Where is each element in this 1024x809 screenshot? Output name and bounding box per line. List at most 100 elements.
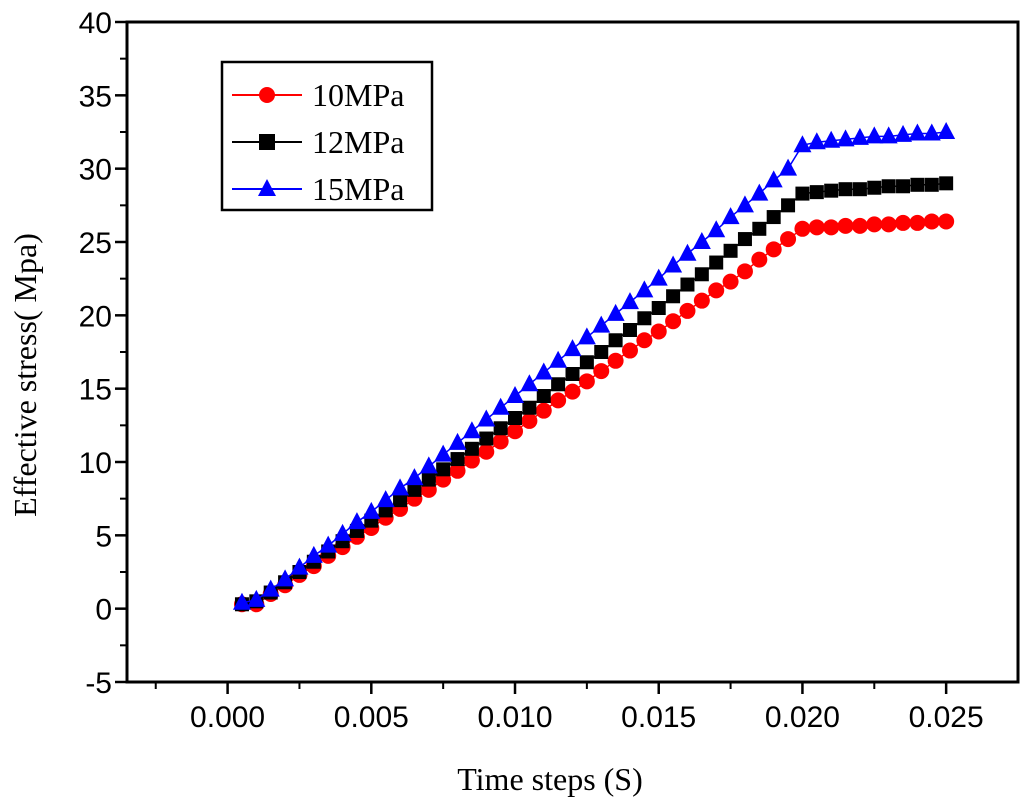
data-point-circle	[736, 263, 753, 280]
data-point-square	[579, 355, 594, 370]
y-axis-title: Effective stress( Mpa)	[7, 233, 43, 517]
legend-triangle-marker-icon	[258, 179, 276, 196]
data-point-square	[622, 323, 637, 337]
y-tick-label: 25	[79, 227, 112, 260]
data-point-circle	[780, 231, 797, 248]
y-tick-label: 10	[79, 447, 112, 480]
data-point-triangle	[779, 158, 798, 176]
y-tick-label: -5	[85, 667, 112, 700]
data-point-square	[522, 400, 537, 415]
series-12mpa	[234, 176, 954, 612]
data-point-circle	[593, 363, 610, 380]
data-point-triangle	[822, 130, 841, 148]
data-point-triangle	[276, 569, 295, 587]
data-point-square	[867, 180, 882, 195]
data-point-circle	[823, 219, 840, 236]
data-point-circle	[851, 217, 868, 234]
x-axis-title: Time steps (S)	[457, 761, 643, 797]
data-point-circle	[880, 216, 897, 233]
data-point-circle	[808, 219, 825, 236]
data-point-triangle	[865, 126, 884, 144]
legend-circle-marker-icon	[259, 87, 275, 103]
data-point-square	[421, 472, 436, 487]
data-point-circle	[895, 214, 912, 231]
data-point-square	[680, 277, 695, 292]
data-point-triangle	[362, 501, 381, 519]
data-point-triangle	[750, 183, 769, 201]
data-point-circle	[866, 216, 883, 233]
data-point-triangle	[721, 207, 740, 225]
plot-frame	[125, 20, 1020, 684]
data-point-triangle	[707, 220, 726, 238]
data-point-square	[536, 389, 551, 403]
data-point-triangle	[391, 478, 410, 496]
y-tick-label: 5	[95, 520, 112, 553]
data-point-triangle	[692, 232, 711, 249]
data-point-square	[393, 493, 408, 508]
data-point-circle	[722, 273, 739, 290]
legend: 10MPa 12MPa 15MPa	[220, 60, 434, 212]
data-point-triangle	[836, 129, 855, 147]
x-tick-label: 0.010	[477, 701, 552, 734]
data-point-circle	[607, 352, 624, 369]
data-point-square	[766, 210, 781, 225]
data-point-triangle	[735, 195, 754, 213]
y-tick-label: 20	[79, 300, 112, 333]
y-tick-label: 15	[79, 374, 112, 407]
data-point-triangle	[290, 557, 309, 575]
x-tick-label: 0.025	[909, 701, 984, 734]
data-point-circle	[909, 214, 926, 231]
data-point-square	[694, 267, 709, 282]
data-point-circle	[751, 251, 768, 268]
data-point-square	[493, 421, 508, 436]
data-point-triangle	[664, 255, 683, 273]
legend-square-marker-icon	[259, 134, 275, 150]
series-15mpa	[232, 122, 956, 610]
y-tick-label: 0	[95, 594, 112, 627]
data-point-triangle	[247, 589, 266, 607]
data-point-triangle	[333, 523, 352, 541]
y-tick-labels: -5 0 5 10 15 20 25 30 35 40	[79, 7, 112, 700]
data-point-triangle	[304, 545, 323, 563]
data-point-triangle	[405, 468, 424, 486]
data-point-triangle	[592, 315, 611, 333]
data-point-circle	[521, 412, 538, 429]
x-tick-label: 0.020	[765, 701, 840, 734]
data-point-circle	[693, 292, 710, 309]
data-point-square	[939, 176, 954, 191]
data-point-square	[737, 232, 752, 247]
data-point-triangle	[534, 362, 553, 380]
data-point-circle	[478, 443, 495, 460]
data-point-square	[752, 221, 767, 236]
data-point-triangle	[908, 123, 927, 141]
data-point-square	[436, 462, 451, 477]
x-tick-label: 0.005	[334, 701, 409, 734]
data-point-square	[910, 177, 925, 192]
data-point-triangle	[764, 170, 783, 188]
x-tick-label: 0.000	[190, 701, 265, 734]
data-point-circle	[938, 213, 955, 230]
data-point-triangle	[635, 280, 654, 298]
y-tick-label: 30	[79, 154, 112, 187]
data-point-square	[824, 183, 839, 198]
x-tick-label: 0.015	[621, 701, 696, 734]
data-point-square	[464, 441, 479, 456]
data-point-square	[709, 255, 724, 270]
data-point-circle	[550, 392, 567, 409]
data-point-circle	[449, 462, 466, 479]
data-point-square	[450, 452, 465, 467]
legend-frame	[220, 60, 434, 212]
data-point-square	[896, 179, 911, 194]
data-point-circle	[679, 302, 696, 319]
data-point-triangle	[347, 512, 366, 530]
data-point-triangle	[376, 490, 395, 508]
data-point-circle	[578, 373, 595, 390]
series-10mpa	[233, 213, 955, 613]
data-point-square	[608, 333, 623, 348]
data-point-circle	[765, 241, 782, 258]
data-point-triangle	[937, 122, 956, 139]
data-point-square	[809, 185, 824, 200]
data-point-square	[594, 345, 609, 359]
data-point-square	[781, 198, 796, 213]
